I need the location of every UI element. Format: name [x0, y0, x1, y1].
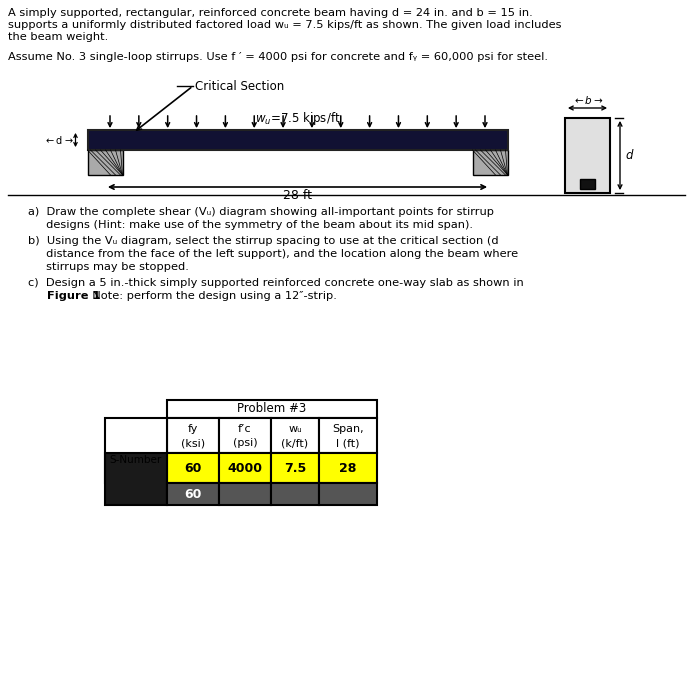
- Text: 7.5: 7.5: [284, 461, 306, 475]
- Text: Figure 1: Figure 1: [47, 291, 100, 301]
- Text: 60: 60: [184, 487, 202, 500]
- Text: fy: fy: [188, 424, 198, 435]
- Text: 60: 60: [184, 461, 202, 475]
- Text: d: d: [625, 149, 633, 162]
- Text: distance from the face of the left support), and the location along the beam whe: distance from the face of the left suppo…: [28, 249, 518, 259]
- Text: 4000: 4000: [227, 461, 263, 475]
- Text: supports a uniformly distributed factored load wᵤ = 7.5 kips/ft as shown. The gi: supports a uniformly distributed factore…: [8, 20, 561, 30]
- Bar: [87, 130, 507, 150]
- Text: (ksi): (ksi): [181, 438, 205, 449]
- Bar: [87, 150, 123, 175]
- Text: Problem #3: Problem #3: [238, 402, 306, 416]
- Text: 28: 28: [340, 461, 357, 475]
- Bar: [219, 453, 271, 483]
- Text: 28 ft: 28 ft: [283, 189, 312, 202]
- Bar: [271, 453, 319, 483]
- Text: Span,: Span,: [332, 424, 364, 435]
- Text: $w_u$=7.5 kips/ft: $w_u$=7.5 kips/ft: [255, 110, 340, 127]
- Bar: [105, 418, 167, 483]
- Bar: [473, 150, 507, 175]
- Text: b)  Using the Vᵤ diagram, select the stirrup spacing to use at the critical sect: b) Using the Vᵤ diagram, select the stir…: [28, 236, 499, 246]
- Bar: [105, 453, 167, 505]
- Text: (k/ft): (k/ft): [281, 438, 308, 449]
- Text: Assume No. 3 single-loop stirrups. Use f ′ = 4000 psi for concrete and fᵧ = 60,0: Assume No. 3 single-loop stirrups. Use f…: [8, 52, 548, 62]
- Bar: [219, 418, 271, 453]
- Text: (psi): (psi): [233, 438, 257, 449]
- Text: the beam weight.: the beam weight.: [8, 32, 108, 42]
- Bar: [319, 418, 377, 453]
- Text: Critical Section: Critical Section: [195, 80, 284, 93]
- Bar: [167, 418, 219, 453]
- Bar: [219, 483, 271, 505]
- Text: stirrups may be stopped.: stirrups may be stopped.: [28, 262, 189, 272]
- Text: . Note: perform the design using a 12″-strip.: . Note: perform the design using a 12″-s…: [85, 291, 337, 301]
- Bar: [167, 400, 377, 418]
- Bar: [167, 453, 219, 483]
- Text: S-Number: S-Number: [110, 455, 162, 465]
- Bar: [565, 118, 610, 193]
- Text: $\leftarrow b\rightarrow$: $\leftarrow b\rightarrow$: [572, 94, 604, 106]
- Bar: [580, 179, 595, 189]
- Text: l (ft): l (ft): [336, 438, 360, 449]
- Text: f’c: f’c: [238, 424, 252, 435]
- Text: $\leftarrow$d$\rightarrow$: $\leftarrow$d$\rightarrow$: [44, 134, 73, 146]
- Text: wᵤ: wᵤ: [288, 424, 302, 435]
- Text: designs (Hint: make use of the symmetry of the beam about its mid span).: designs (Hint: make use of the symmetry …: [28, 220, 473, 230]
- Bar: [271, 483, 319, 505]
- Bar: [319, 453, 377, 483]
- Text: A simply supported, rectangular, reinforced concrete beam having d = 24 in. and : A simply supported, rectangular, reinfor…: [8, 8, 533, 18]
- Bar: [167, 483, 219, 505]
- Bar: [319, 483, 377, 505]
- Text: c)  Design a 5 in.-thick simply supported reinforced concrete one-way slab as sh: c) Design a 5 in.-thick simply supported…: [28, 278, 524, 288]
- Bar: [271, 418, 319, 453]
- Text: a)  Draw the complete shear (Vᵤ) diagram showing all-important points for stirru: a) Draw the complete shear (Vᵤ) diagram …: [28, 207, 494, 217]
